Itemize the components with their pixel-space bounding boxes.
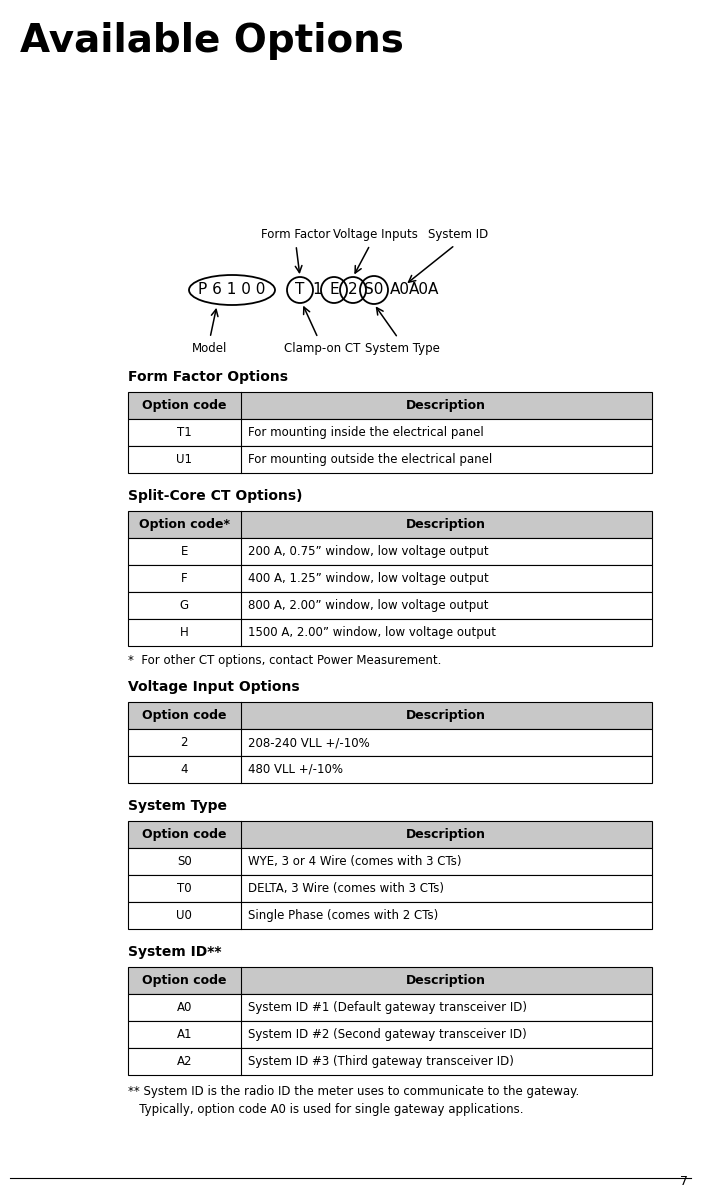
Text: System Type: System Type: [365, 342, 440, 355]
Text: Description: Description: [407, 709, 486, 722]
Text: 2: 2: [348, 282, 358, 298]
Bar: [128, 702, 652, 728]
Text: Model: Model: [192, 342, 228, 355]
Text: For mounting outside the electrical panel: For mounting outside the electrical pane…: [247, 452, 492, 466]
Text: Form Factor: Form Factor: [261, 228, 331, 241]
Text: A0A: A0A: [409, 282, 440, 298]
Text: 1500 A, 2.00” window, low voltage output: 1500 A, 2.00” window, low voltage output: [247, 626, 496, 638]
Text: 480 VLL +/-10%: 480 VLL +/-10%: [247, 763, 343, 776]
Bar: [128, 875, 652, 902]
Text: H: H: [180, 626, 189, 638]
Text: System Type: System Type: [128, 799, 227, 814]
Text: DELTA, 3 Wire (comes with 3 CTs): DELTA, 3 Wire (comes with 3 CTs): [247, 882, 444, 895]
Text: E: E: [181, 545, 188, 558]
Text: U0: U0: [177, 910, 192, 922]
Text: Available Options: Available Options: [20, 22, 404, 60]
Text: ** System ID is the radio ID the meter uses to communicate to the gateway.
   Ty: ** System ID is the radio ID the meter u…: [128, 1085, 579, 1116]
Text: U1: U1: [177, 452, 192, 466]
Text: Option code: Option code: [142, 828, 226, 841]
Bar: [128, 902, 652, 929]
Bar: [128, 619, 652, 646]
Text: Description: Description: [407, 828, 486, 841]
Text: T0: T0: [177, 882, 191, 895]
Bar: [128, 1021, 652, 1048]
Text: Option code: Option code: [142, 398, 226, 412]
Text: System ID #1 (Default gateway transceiver ID): System ID #1 (Default gateway transceive…: [247, 1001, 526, 1014]
Text: System ID #2 (Second gateway transceiver ID): System ID #2 (Second gateway transceiver…: [247, 1028, 526, 1040]
Text: F: F: [181, 572, 188, 584]
Bar: [128, 967, 652, 994]
Text: P 6 1 0 0: P 6 1 0 0: [198, 282, 266, 298]
Text: 208-240 VLL +/-10%: 208-240 VLL +/-10%: [247, 736, 369, 749]
Text: 2: 2: [181, 736, 188, 749]
Text: System ID: System ID: [428, 228, 488, 241]
Bar: [128, 1048, 652, 1075]
Bar: [128, 848, 652, 875]
Text: 4: 4: [181, 763, 188, 776]
Text: Description: Description: [407, 518, 486, 530]
Text: Clamp-on CT: Clamp-on CT: [284, 342, 360, 355]
Bar: [128, 511, 652, 538]
Text: Voltage Inputs: Voltage Inputs: [332, 228, 417, 241]
Text: Voltage Input Options: Voltage Input Options: [128, 680, 299, 694]
Bar: [128, 538, 652, 565]
Text: Split-Core CT Options): Split-Core CT Options): [128, 490, 303, 503]
Bar: [128, 419, 652, 446]
Text: A1: A1: [177, 1028, 192, 1040]
Text: For mounting inside the electrical panel: For mounting inside the electrical panel: [247, 426, 484, 439]
Text: 800 A, 2.00” window, low voltage output: 800 A, 2.00” window, low voltage output: [247, 599, 488, 612]
Text: Option code: Option code: [142, 974, 226, 986]
Text: Description: Description: [407, 398, 486, 412]
Text: A0: A0: [390, 282, 410, 298]
Text: S0: S0: [177, 854, 191, 868]
Text: T: T: [295, 282, 305, 298]
Bar: [128, 392, 652, 419]
Text: A2: A2: [177, 1055, 192, 1068]
Bar: [128, 446, 652, 473]
Text: Option code: Option code: [142, 709, 226, 722]
Text: Option code*: Option code*: [139, 518, 230, 530]
Bar: [128, 565, 652, 592]
Text: Single Phase (comes with 2 CTs): Single Phase (comes with 2 CTs): [247, 910, 438, 922]
Text: Form Factor Options: Form Factor Options: [128, 370, 288, 384]
Text: 200 A, 0.75” window, low voltage output: 200 A, 0.75” window, low voltage output: [247, 545, 489, 558]
Text: 400 A, 1.25” window, low voltage output: 400 A, 1.25” window, low voltage output: [247, 572, 489, 584]
Bar: [128, 994, 652, 1021]
Text: System ID**: System ID**: [128, 946, 222, 959]
Text: G: G: [179, 599, 189, 612]
Bar: [128, 728, 652, 756]
Text: *  For other CT options, contact Power Measurement.: * For other CT options, contact Power Me…: [128, 654, 442, 667]
Text: 1: 1: [312, 282, 322, 298]
Text: T1: T1: [177, 426, 191, 439]
Text: WYE, 3 or 4 Wire (comes with 3 CTs): WYE, 3 or 4 Wire (comes with 3 CTs): [247, 854, 461, 868]
Bar: [128, 821, 652, 848]
Text: Description: Description: [407, 974, 486, 986]
Bar: [128, 756, 652, 782]
Text: System ID #3 (Third gateway transceiver ID): System ID #3 (Third gateway transceiver …: [247, 1055, 514, 1068]
Text: E: E: [329, 282, 339, 298]
Text: A0: A0: [177, 1001, 192, 1014]
Text: S0: S0: [365, 282, 383, 298]
Text: 7: 7: [680, 1175, 688, 1188]
Bar: [128, 592, 652, 619]
